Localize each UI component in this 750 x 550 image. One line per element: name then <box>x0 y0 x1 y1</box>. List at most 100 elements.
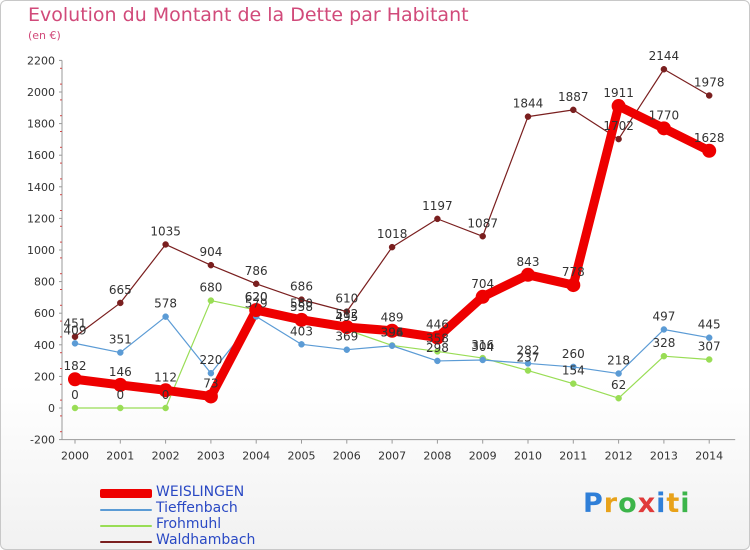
data-label: 680 <box>199 281 222 295</box>
legend-swatch <box>100 541 152 543</box>
data-label: 1887 <box>558 90 589 104</box>
x-tick-label: 2007 <box>378 450 406 463</box>
data-point <box>430 330 445 345</box>
data-label: 307 <box>698 339 721 353</box>
data-point <box>294 312 309 327</box>
data-point <box>705 92 713 99</box>
data-label: 704 <box>471 277 494 291</box>
data-point <box>158 383 173 398</box>
legend-label: Tieffenbach <box>156 500 238 516</box>
legend-swatch <box>100 489 152 498</box>
data-label: 1197 <box>422 199 453 213</box>
data-point <box>207 369 215 377</box>
data-label: 497 <box>652 309 675 323</box>
data-point <box>656 121 671 136</box>
data-label: 904 <box>199 245 222 259</box>
data-label: 154 <box>562 364 585 378</box>
data-label: 237 <box>517 351 540 365</box>
data-label: 620 <box>245 290 268 304</box>
data-point <box>570 380 577 387</box>
x-tick-label: 2001 <box>106 450 134 463</box>
data-label: 686 <box>290 280 313 294</box>
data-label: 409 <box>64 323 87 337</box>
data-label: 0 <box>71 388 79 402</box>
y-tick-label: 600 <box>34 307 55 320</box>
data-point <box>660 65 668 73</box>
x-tick-label: 2003 <box>197 450 225 463</box>
data-point <box>705 356 713 363</box>
data-point <box>298 341 305 348</box>
data-label: 778 <box>562 265 585 279</box>
data-label: 451 <box>64 317 87 331</box>
data-label: 403 <box>290 324 313 338</box>
data-label: 73 <box>203 376 218 390</box>
data-point <box>660 326 668 333</box>
data-label: 843 <box>517 255 540 269</box>
data-label: 394 <box>381 326 404 340</box>
chart-title: Evolution du Montant de la Dette par Hab… <box>28 4 469 26</box>
data-point <box>479 356 486 364</box>
data-label: 489 <box>381 311 404 325</box>
data-label: 62 <box>611 378 626 392</box>
x-tick-label: 2000 <box>61 450 89 463</box>
legend-label: WEISLINGEN <box>156 484 245 500</box>
data-label: 112 <box>154 370 177 384</box>
data-label: 495 <box>335 310 358 324</box>
data-point <box>615 394 622 402</box>
data-point <box>207 261 215 269</box>
data-label: 0 <box>116 388 124 402</box>
data-label: 580 <box>290 296 313 310</box>
data-point <box>434 357 441 365</box>
y-tick-label: 1800 <box>27 118 55 131</box>
data-label: 1035 <box>150 224 181 238</box>
x-tick-label: 2009 <box>469 450 497 463</box>
data-label: 1018 <box>377 227 408 241</box>
y-tick-label: 2200 <box>27 54 55 67</box>
data-label: 445 <box>698 318 721 332</box>
data-point <box>117 299 124 307</box>
data-point <box>162 241 169 248</box>
data-label: 316 <box>471 338 494 352</box>
data-label: 328 <box>652 336 675 350</box>
data-point <box>521 267 535 282</box>
y-tick-label: 800 <box>34 276 55 289</box>
data-point <box>566 278 581 293</box>
data-point <box>249 303 264 318</box>
data-label: 665 <box>109 283 132 297</box>
data-label: 0 <box>162 388 170 402</box>
data-label: 282 <box>517 343 540 357</box>
data-point <box>475 289 490 304</box>
y-tick-label: 1400 <box>27 181 55 194</box>
data-point <box>343 346 351 353</box>
y-tick-label: -200 <box>30 434 55 447</box>
data-label: 1770 <box>649 108 680 122</box>
data-point <box>117 404 124 412</box>
data-label: 1911 <box>603 86 634 100</box>
data-label: 578 <box>154 297 177 311</box>
data-label: 1978 <box>694 75 725 89</box>
data-point <box>71 404 79 412</box>
data-point <box>702 143 717 158</box>
y-tick-label: 2000 <box>27 86 55 99</box>
data-label: 304 <box>471 340 494 354</box>
data-point <box>434 215 441 223</box>
x-tick-label: 2002 <box>152 450 180 463</box>
data-point <box>298 296 305 303</box>
data-point <box>117 349 124 356</box>
x-tick-label: 2010 <box>514 450 542 463</box>
data-point <box>252 280 260 288</box>
x-tick-label: 2012 <box>605 450 633 463</box>
y-tick-label: 1200 <box>27 212 55 225</box>
data-label: 558 <box>290 300 313 314</box>
data-point <box>479 233 486 240</box>
x-tick-label: 2004 <box>242 450 270 463</box>
data-label: 351 <box>109 333 132 347</box>
data-point <box>524 113 532 120</box>
y-tick-label: 200 <box>34 370 55 383</box>
data-point <box>207 297 215 304</box>
data-point <box>570 363 577 371</box>
data-label: 260 <box>562 347 585 361</box>
data-label: 396 <box>381 325 404 339</box>
